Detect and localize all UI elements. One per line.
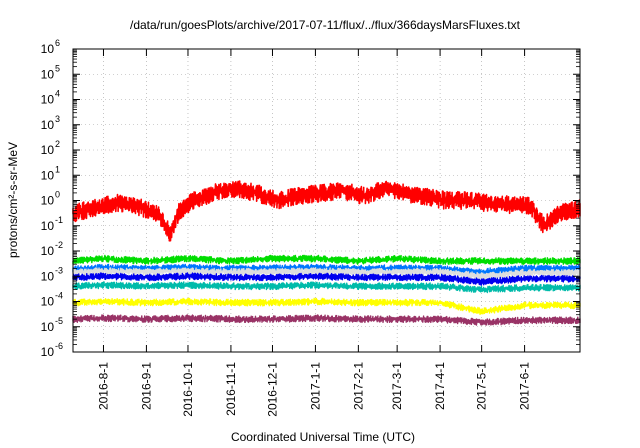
y-tick-label: 10	[41, 168, 55, 182]
x-tick-label: 2016-11-1	[224, 362, 238, 416]
x-tick-label: 2017-6-1	[518, 362, 532, 410]
series-line	[72, 297, 581, 316]
x-tick-label: 2017-2-1	[351, 362, 365, 410]
x-tick-label: 2017-1-1	[308, 362, 322, 410]
y-tick-exponent: -1	[55, 215, 63, 225]
y-tick-exponent: -3	[55, 265, 63, 275]
x-tick-label: 2016-9-1	[139, 362, 153, 410]
y-tick-label: 10	[41, 219, 55, 233]
y-tick-label: 10	[41, 143, 55, 157]
x-axis-label: Coordinated Universal Time (UTC)	[231, 430, 415, 444]
y-tick-exponent: 0	[55, 190, 60, 200]
y-tick-exponent: -4	[55, 291, 63, 301]
y-axis-label: protons/cm²-s-sr-MeV	[6, 142, 20, 258]
y-tick-label: 10	[41, 118, 55, 132]
x-tick-label: 2017-5-1	[475, 362, 489, 410]
y-tick-label: 10	[41, 295, 55, 309]
y-tick-label: 10	[41, 345, 55, 359]
y-tick-exponent: 5	[55, 63, 60, 73]
y-tick-label: 10	[41, 194, 55, 208]
series-line	[72, 272, 581, 286]
y-tick-exponent: 6	[55, 38, 60, 48]
x-tick-label: 2016-10-1	[181, 362, 195, 417]
y-tick-label: 10	[41, 93, 55, 107]
y-tick-exponent: 4	[55, 89, 60, 99]
series-line	[72, 267, 581, 280]
y-tick-label: 10	[41, 320, 55, 334]
chart-title: /data/run/goesPlots/archive/2017-07-11/f…	[130, 18, 521, 32]
y-tick-exponent: 1	[55, 164, 60, 174]
x-tick-label: 2017-4-1	[433, 362, 447, 410]
series-line	[72, 281, 581, 294]
y-tick-exponent: -5	[55, 316, 63, 326]
y-tick-exponent: 2	[55, 139, 60, 149]
series-line	[72, 180, 581, 242]
y-tick-exponent: 3	[55, 114, 60, 124]
y-tick-label: 10	[41, 244, 55, 258]
y-tick-exponent: -2	[55, 240, 63, 250]
series-line	[72, 314, 581, 326]
y-axis: 10 -610 -510 -410 -310 -210 -110 010 110 210 310 41…	[41, 38, 580, 359]
x-tick-label: 2016-12-1	[265, 362, 279, 417]
series-layer	[72, 180, 581, 326]
y-tick-label: 10	[41, 67, 55, 81]
x-axis: 2016-8-1 2016-9-1 2016-10-1 2016-11-1 2016-1…	[96, 49, 532, 417]
series-line	[72, 254, 581, 265]
x-tick-label: 2017-3-1	[390, 362, 404, 410]
y-tick-label: 10	[41, 269, 55, 283]
x-tick-label: 2016-8-1	[96, 362, 110, 410]
y-tick-exponent: -6	[55, 341, 63, 351]
y-tick-label: 10	[41, 42, 55, 56]
